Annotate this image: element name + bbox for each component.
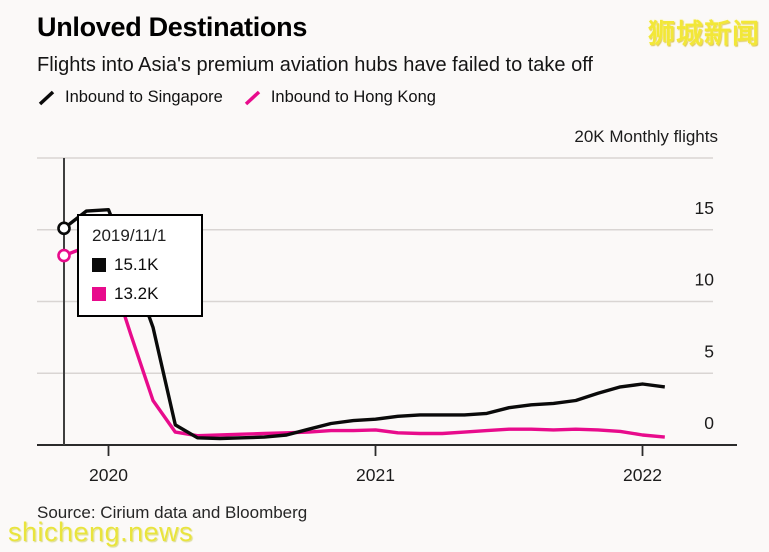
x-tick-label-2020: 2020 [89,465,128,485]
hongkong-line-slash-icon [244,90,260,105]
legend-label-singapore: Inbound to Singapore [65,88,223,106]
legend-item-singapore[interactable]: Inbound to Singapore [37,88,223,107]
hongkong-marker[interactable] [57,248,71,263]
singapore-swatch-icon [92,258,106,272]
chart-subtitle: Flights into Asia's premium aviation hub… [37,54,593,76]
y-tick-label-10: 10 [695,270,715,290]
y-tick-label-5: 5 [704,341,714,361]
singapore-marker[interactable] [57,221,71,236]
y-tick-label-15: 15 [695,198,714,218]
hongkong-swatch-icon [92,287,106,301]
page-title: Unloved Destinations [37,12,308,42]
singapore-line-slash-icon [38,90,55,105]
x-tick-label-2022: 2022 [623,465,662,485]
x-tick-label-2021: 2021 [356,465,395,485]
singapore-series-line[interactable] [62,207,666,441]
hongkong-series-line[interactable] [63,245,665,439]
chart-tooltip: 2019/11/1 15.1K 13.2K [77,214,203,317]
legend-label-hongkong: Inbound to Hong Kong [270,88,436,106]
tooltip-value-hongkong: 13.2K [114,284,159,303]
tooltip-date: 2019/11/1 [92,226,167,245]
y-tick-label-0: 0 [704,413,714,433]
tooltip-value-singapore: 15.1K [114,255,159,274]
legend-item-hongkong[interactable]: Inbound to Hong Kong [243,88,436,107]
chart-legend: Inbound to Singapore Inbound to Hong Kon… [37,88,436,107]
source-attribution: Source: Cirium data and Bloomberg [37,503,308,522]
tooltip-row-hongkong: 13.2K [92,284,201,304]
tooltip-row-singapore: 15.1K [92,255,201,275]
y-axis-unit-label: 20K Monthly flights [574,127,718,146]
